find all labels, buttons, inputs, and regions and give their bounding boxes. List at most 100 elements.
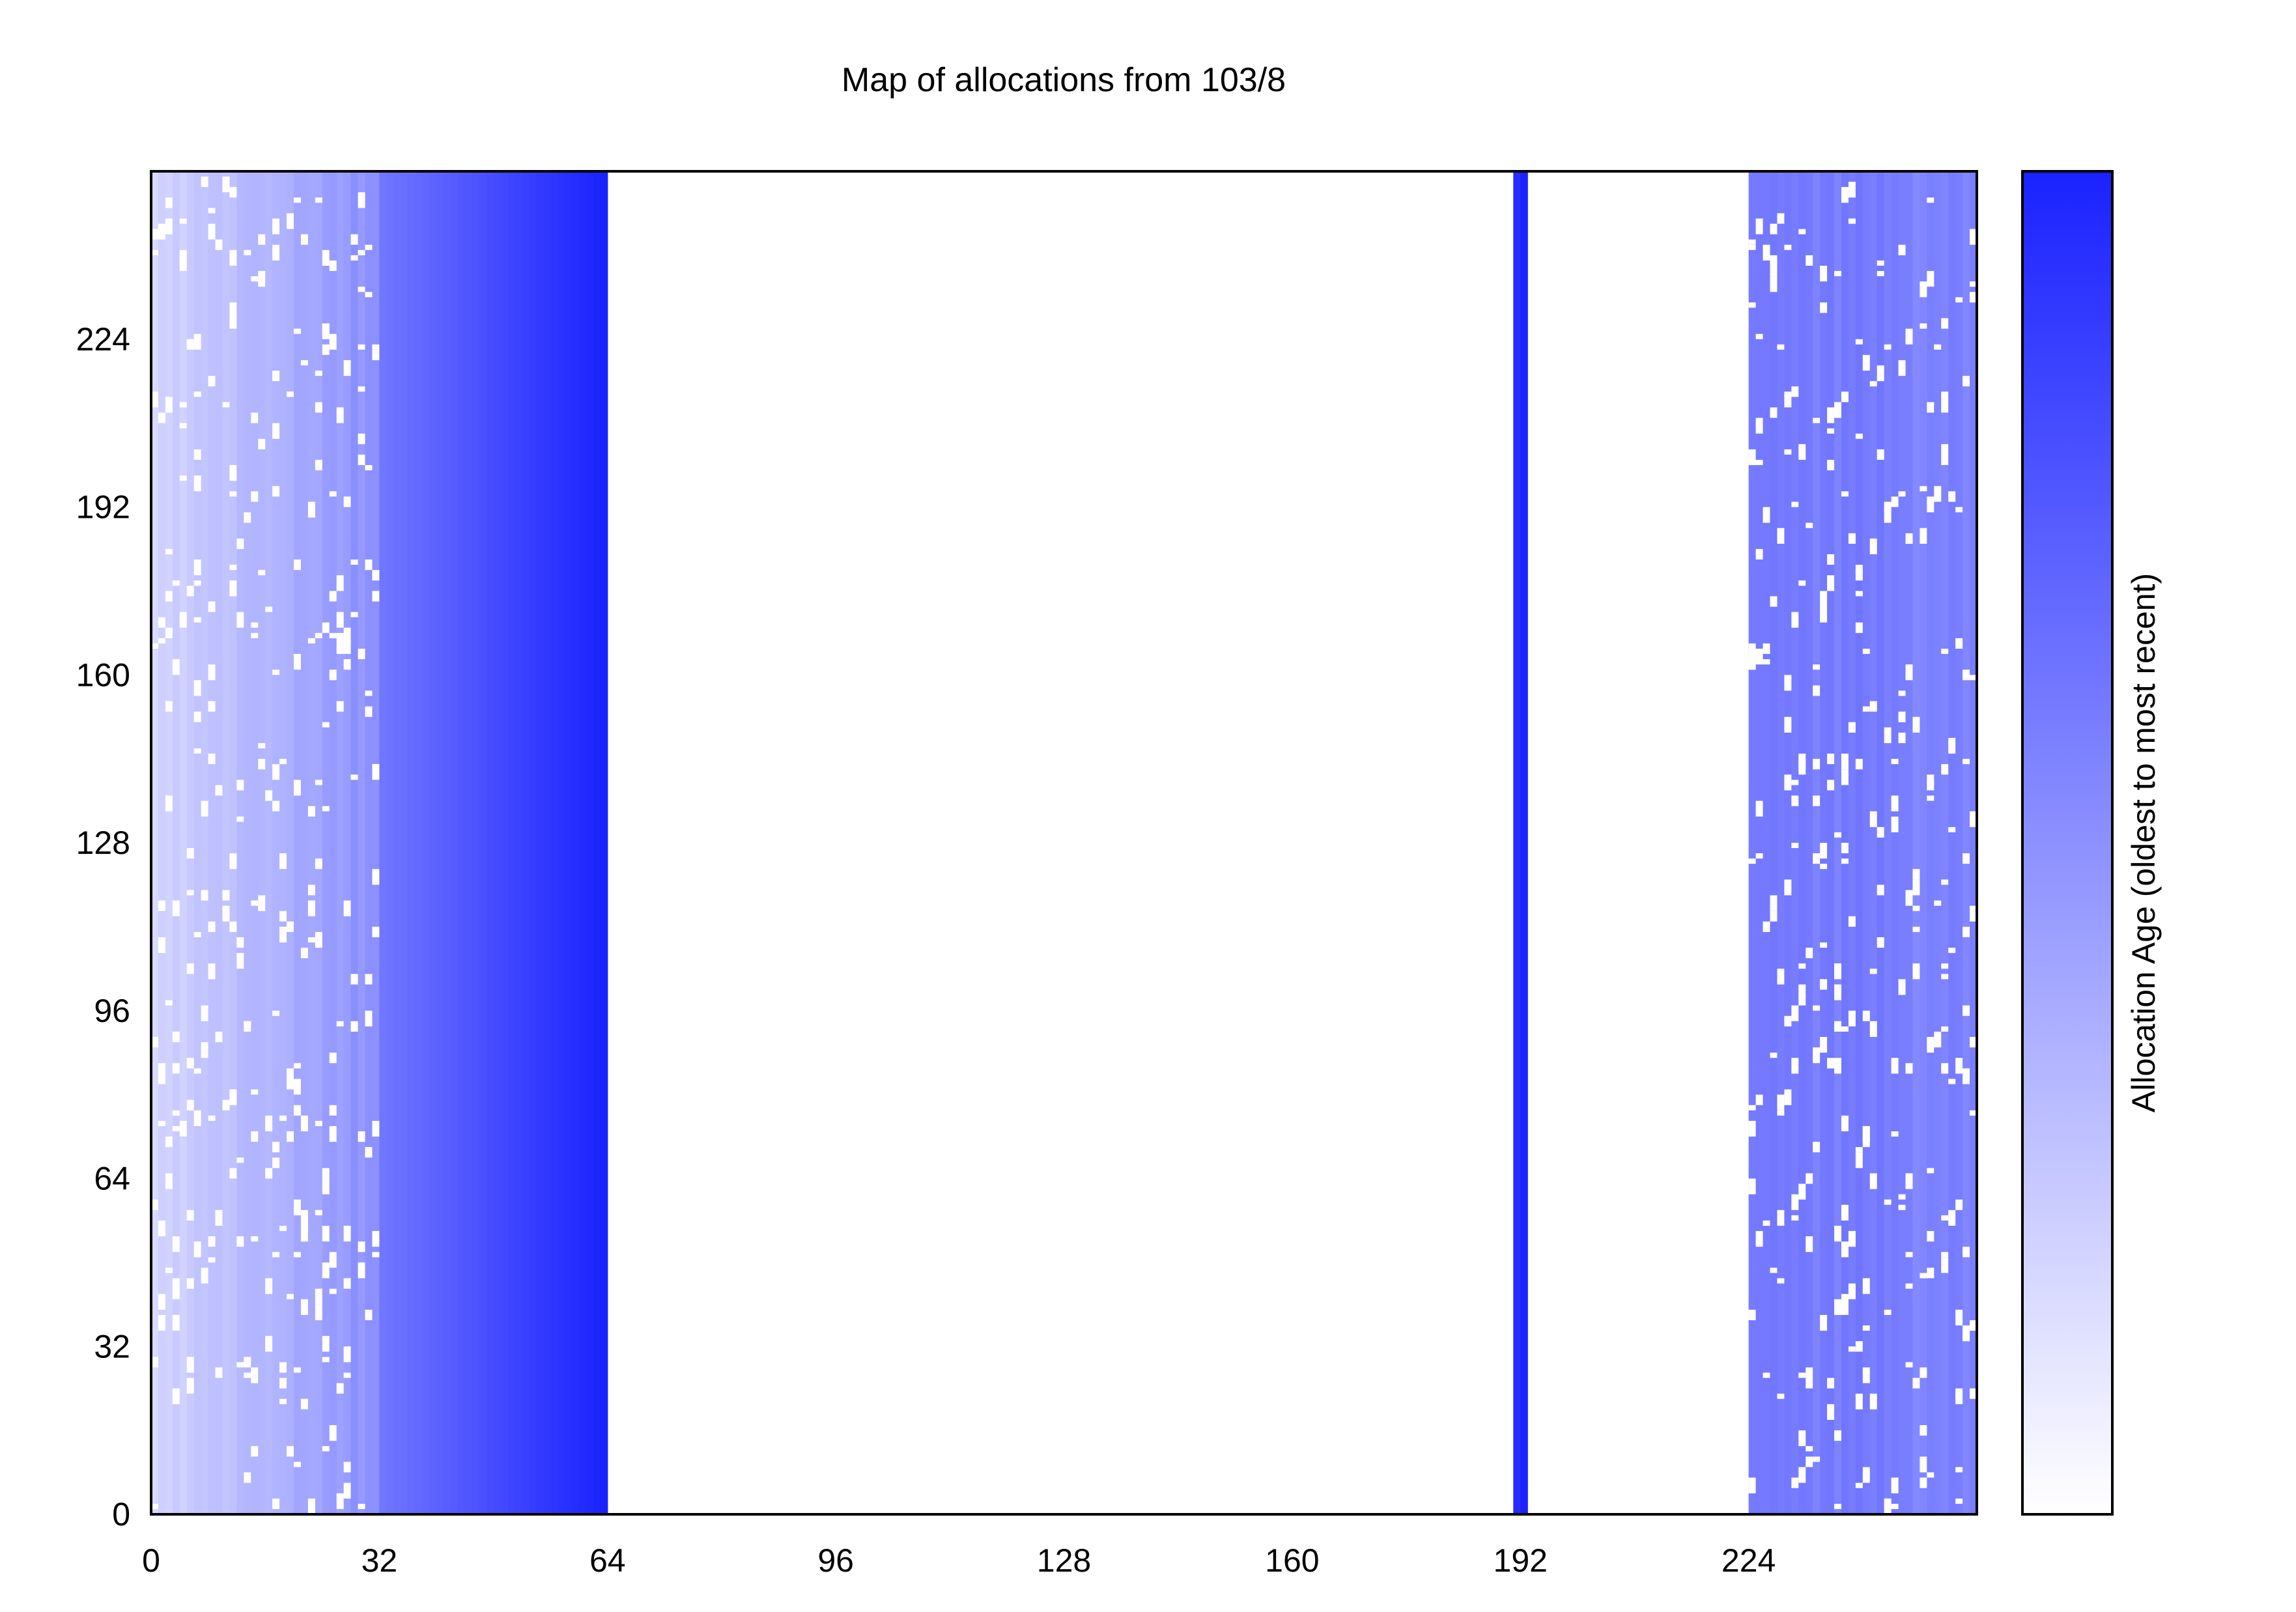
unallocated-block <box>1941 391 1949 408</box>
allocation-column <box>1855 171 1864 1514</box>
unallocated-block <box>1920 323 1927 329</box>
unallocated-block <box>172 1388 180 1404</box>
unallocated-block <box>1948 737 1956 754</box>
unallocated-block <box>329 333 337 350</box>
y-axis: 0 32 64 96 128 160 192 224 <box>76 321 130 1533</box>
allocation-column <box>1891 171 1899 1514</box>
unallocated-block <box>1777 1278 1785 1284</box>
unallocated-block <box>186 1058 194 1069</box>
unallocated-block <box>179 1120 187 1137</box>
unallocated-block <box>1862 706 1870 712</box>
y-tick-label: 192 <box>76 489 130 526</box>
allocation-column <box>522 171 530 1514</box>
unallocated-block <box>258 234 266 245</box>
colorbar <box>2021 170 2114 1516</box>
unallocated-block <box>1848 1346 1856 1352</box>
allocation-column <box>343 171 352 1514</box>
unallocated-block <box>1855 570 1863 581</box>
unallocated-block <box>358 1131 365 1142</box>
unallocated-block <box>336 1493 344 1509</box>
unallocated-block <box>1941 1026 1949 1032</box>
unallocated-block <box>1898 491 1906 497</box>
unallocated-block <box>1955 1498 1963 1504</box>
unallocated-block <box>1862 1278 1870 1294</box>
allocation-column <box>165 171 173 1514</box>
unallocated-block <box>158 223 165 240</box>
unallocated-block <box>1784 1015 1792 1026</box>
unallocated-block <box>372 570 380 581</box>
unallocated-block <box>372 1231 380 1247</box>
unallocated-block <box>365 690 373 696</box>
allocation-column <box>464 171 473 1514</box>
unallocated-block <box>172 1278 180 1294</box>
unallocated-block <box>1948 827 1956 832</box>
unallocated-block <box>307 806 315 817</box>
unallocated-block <box>343 1225 351 1242</box>
allocation-column <box>1934 171 1942 1514</box>
unallocated-block <box>315 931 322 948</box>
unallocated-block <box>1912 879 1920 896</box>
unallocated-block <box>1834 1225 1841 1242</box>
unallocated-block <box>1955 1058 1963 1074</box>
unallocated-block <box>1862 1467 1870 1483</box>
unallocated-block <box>1798 1430 1806 1447</box>
unallocated-block <box>322 1225 330 1242</box>
unallocated-block <box>358 287 365 292</box>
unallocated-block <box>1834 271 1841 277</box>
unallocated-block <box>1934 900 1942 906</box>
allocation-column <box>215 171 223 1514</box>
unallocated-block <box>1755 648 1763 665</box>
unallocated-block <box>1841 769 1849 785</box>
unallocated-block <box>1827 460 1835 471</box>
unallocated-block <box>293 1462 301 1467</box>
unallocated-block <box>279 1378 287 1389</box>
unallocated-block <box>1884 1309 1892 1315</box>
unallocated-block <box>287 921 294 932</box>
allocation-column <box>193 171 202 1514</box>
unallocated-block <box>1905 1173 1913 1189</box>
allocation-column <box>1763 171 1771 1514</box>
unallocated-block <box>1770 1267 1778 1273</box>
unallocated-block <box>165 218 173 234</box>
unallocated-block <box>1813 1005 1821 1011</box>
unallocated-block <box>287 1068 294 1084</box>
unallocated-block <box>372 1252 380 1258</box>
unallocated-block <box>279 1362 287 1373</box>
unallocated-block <box>258 895 266 911</box>
unallocated-block <box>1748 643 1756 660</box>
allocation-column <box>536 171 544 1514</box>
unallocated-block <box>1791 843 1799 849</box>
allocation-column <box>293 171 302 1514</box>
unallocated-block <box>358 433 365 444</box>
unallocated-block <box>1963 376 1970 387</box>
unallocated-block <box>1855 433 1863 439</box>
unallocated-block <box>1891 496 1899 507</box>
unallocated-block <box>1763 921 1770 932</box>
unallocated-block <box>1963 1005 1970 1016</box>
unallocated-block <box>1791 612 1799 628</box>
unallocated-block <box>1813 685 1821 696</box>
unallocated-block <box>229 249 237 266</box>
unallocated-block <box>151 1503 158 1509</box>
unallocated-block <box>179 423 187 429</box>
unallocated-block <box>1912 716 1920 733</box>
unallocated-block <box>1891 1503 1899 1509</box>
unallocated-block <box>193 475 201 492</box>
unallocated-block <box>287 1446 294 1457</box>
unallocated-block <box>208 601 216 612</box>
unallocated-block <box>1820 591 1828 607</box>
allocation-column <box>1884 171 1892 1514</box>
unallocated-block <box>179 218 187 224</box>
x-tick-label: 96 <box>817 1542 854 1579</box>
unallocated-block <box>236 538 244 549</box>
allocation-column <box>393 171 401 1514</box>
unallocated-block <box>193 1241 201 1258</box>
allocation-column <box>358 171 366 1514</box>
unallocated-block <box>279 911 287 922</box>
unallocated-block <box>1855 1482 1863 1488</box>
unallocated-block <box>158 1231 165 1237</box>
unallocated-block <box>1755 548 1763 560</box>
unallocated-block <box>236 1157 244 1163</box>
unallocated-block <box>1898 360 1906 376</box>
plot-area <box>151 171 1977 1514</box>
